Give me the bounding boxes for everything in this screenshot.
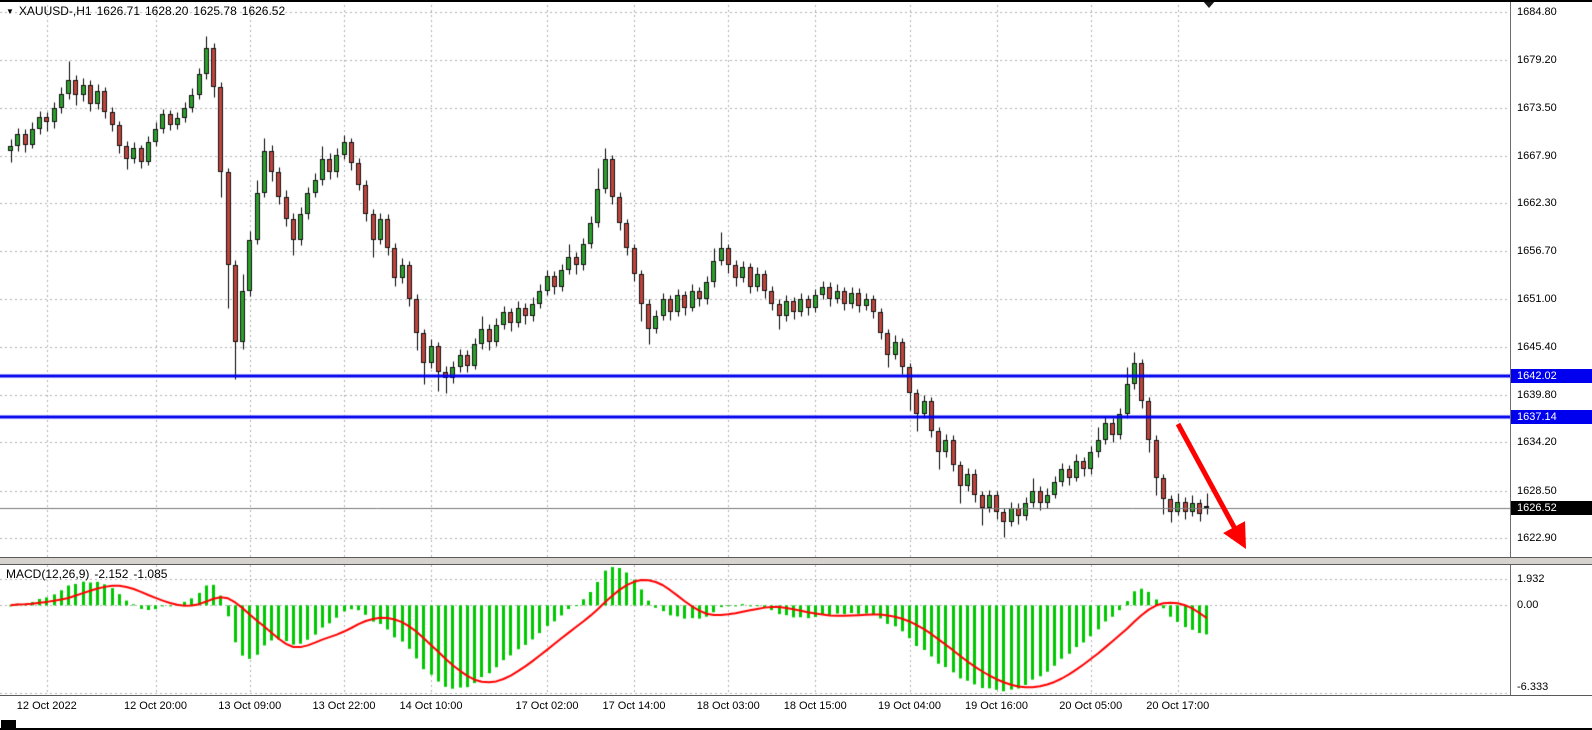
time-axis-label: 12 Oct 2022 [16,700,77,712]
symbol-timeframe: XAUUSD-,H1 [18,4,92,18]
chart-shift-marker-icon[interactable] [1202,0,1216,8]
pane-splitter[interactable] [0,557,1592,565]
window-bottom-edge [0,728,1592,730]
macd-axis-label: 0.00 [1517,599,1539,612]
ohlc-close: 1626.52 [241,4,286,18]
time-axis-label: 17 Oct 14:00 [602,700,666,712]
price-axis[interactable]: 1684.80 1679.20 1673.50 1667.90 1662.30 1656.… [1510,0,1592,695]
chart-header: ▼ XAUUSD-,H1 1626.71 1628.20 1625.78 1626.52 [6,4,290,18]
macd-main-value: -2.152 [94,567,129,581]
time-axis-label: 19 Oct 04:00 [878,700,941,712]
time-axis-label: 20 Oct 05:00 [1059,700,1123,712]
symbol-dropdown-icon[interactable]: ▼ [6,7,14,16]
ohlc-low: 1625.78 [193,4,237,18]
ohlc-open: 1626.71 [96,4,140,18]
time-axis[interactable]: 12 Oct 2022 12 Oct 20:00 13 Oct 09:00 13 Oc… [0,695,1592,717]
hline-price-tag[interactable]: 1642.02 [1511,368,1592,383]
hline-price-tag[interactable]: 1637.14 [1511,410,1592,425]
macd-label: MACD(12,26,9) -2.152 -1.085 [6,567,172,581]
price-axis-label: 1622.90 [1517,532,1557,545]
time-axis-label: 12 Oct 20:00 [124,700,187,712]
time-axis-label: 20 Oct 17:00 [1146,700,1210,712]
price-axis-label: 1667.90 [1517,149,1557,162]
time-axis-label: 13 Oct 22:00 [312,700,376,712]
time-axis-label: 14 Oct 10:00 [399,700,463,712]
price-axis-label: 1679.20 [1517,53,1557,66]
price-axis-label: 1634.20 [1517,436,1557,449]
time-axis-label: 17 Oct 02:00 [515,700,579,712]
price-axis-label: 1639.80 [1517,388,1557,401]
time-axis-label: 18 Oct 03:00 [696,700,760,712]
chart-begin-marker[interactable] [1,720,16,728]
time-axis-label: 18 Oct 15:00 [783,700,847,712]
price-axis-label: 1645.40 [1517,340,1557,353]
ohlc-high: 1628.20 [145,4,189,18]
main-chart-canvas[interactable] [0,0,1510,557]
macd-signal-value: -1.085 [133,567,168,581]
time-axis-label: 19 Oct 16:00 [965,700,1028,712]
price-axis-label: 1684.80 [1517,5,1557,18]
price-axis-label: 1628.50 [1517,484,1557,497]
macd-axis-label: 1.932 [1517,572,1545,585]
price-axis-label: 1656.70 [1517,244,1557,257]
main-chart-pane[interactable]: ▼ XAUUSD-,H1 1626.71 1628.20 1625.78 1626.52 [0,0,1510,557]
macd-canvas[interactable] [0,565,1510,695]
window-top-edge [0,0,1592,2]
macd-name: MACD(12,26,9) [6,567,90,581]
bottom-strip [0,717,1592,730]
current-price-tag: 1626.52 [1511,500,1592,515]
macd-pane[interactable]: MACD(12,26,9) -2.152 -1.085 [0,565,1510,695]
price-axis-label: 1651.00 [1517,293,1557,306]
macd-axis-label: -6.333 [1517,681,1549,693]
time-axis-label: 13 Oct 09:00 [218,700,282,712]
price-axis-label: 1662.30 [1517,197,1557,210]
price-axis-label: 1673.50 [1517,101,1557,114]
